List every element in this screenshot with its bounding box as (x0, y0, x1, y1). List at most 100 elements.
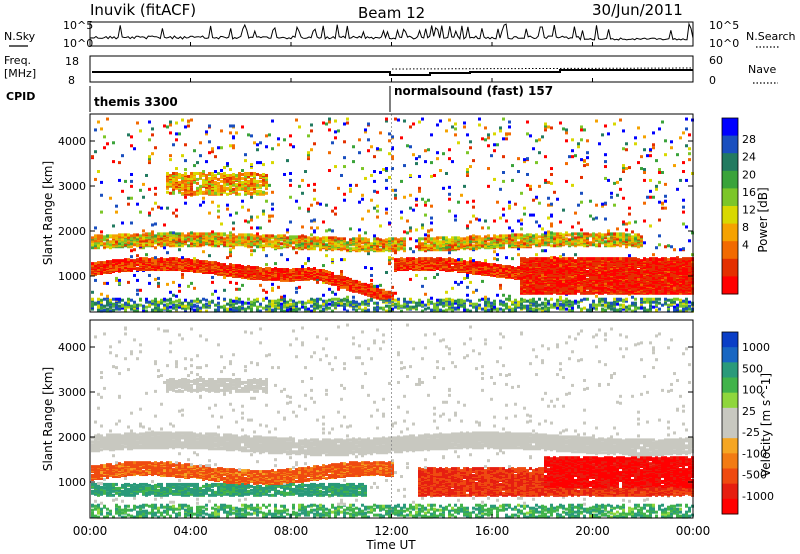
power-cell (514, 267, 517, 271)
power-cell (511, 257, 514, 261)
power-cell (541, 290, 544, 294)
power-cell (268, 133, 271, 137)
power-cell (151, 133, 154, 137)
power-cell (139, 234, 142, 238)
power-cell (253, 182, 256, 186)
power-cell (130, 298, 133, 302)
power-cell (529, 307, 532, 311)
power-cell (508, 305, 511, 309)
power-cell (403, 164, 406, 168)
power-cell (223, 171, 226, 175)
power-cell (172, 293, 175, 297)
power-cell (307, 183, 310, 187)
power-cell (253, 188, 256, 192)
power-cell (376, 209, 379, 213)
power-cell (196, 188, 199, 192)
power-cell (466, 261, 469, 265)
power-cell (121, 306, 124, 310)
power-cell (397, 302, 400, 306)
power-cell (388, 256, 391, 260)
power-cell (484, 237, 487, 241)
power-cell (235, 301, 238, 305)
power-cell (271, 302, 274, 306)
power-cell (199, 171, 202, 175)
power-cell (169, 309, 172, 313)
power-cell (217, 308, 220, 312)
power-cell (115, 306, 118, 310)
power-cell (136, 288, 139, 292)
power-cell (193, 174, 196, 178)
power-cell (106, 260, 109, 264)
power-cell (220, 172, 223, 176)
power-cell (202, 180, 205, 184)
power-cell (100, 210, 103, 214)
power-cell (295, 307, 298, 311)
power-cell (196, 297, 199, 301)
power-cell (526, 120, 529, 124)
power-cell (487, 242, 490, 246)
power-cell (463, 308, 466, 312)
power-cell (454, 299, 457, 303)
power-cell (526, 304, 529, 308)
power-cell (397, 306, 400, 310)
power-cell (190, 187, 193, 191)
power-cell (214, 261, 217, 265)
power-cell (193, 232, 196, 236)
power-cell (493, 307, 496, 311)
power-cell (196, 171, 199, 175)
power-cell (418, 174, 421, 178)
power-cell (334, 241, 337, 245)
power-cell (388, 239, 391, 243)
power-cell (499, 241, 502, 245)
power-cell (154, 264, 157, 268)
power-cell (391, 257, 394, 261)
power-cell (502, 308, 505, 312)
power-cell (259, 274, 262, 278)
power-cell (382, 288, 385, 292)
power-cell (511, 229, 514, 233)
power-cell (307, 299, 310, 303)
power-cell (124, 233, 127, 237)
power-cell (325, 203, 328, 207)
power-cell (538, 239, 541, 243)
power-cell (172, 189, 175, 193)
power-cell (514, 298, 517, 302)
power-cell (379, 283, 382, 287)
power-cell (520, 191, 523, 195)
power-cell (319, 309, 322, 313)
power-cell (259, 267, 262, 271)
power-cell (175, 236, 178, 240)
power-cell (538, 138, 541, 142)
power-cell (478, 123, 481, 127)
power-cell (418, 244, 421, 248)
power-cell (511, 266, 514, 270)
power-cell (187, 238, 190, 242)
power-cell (541, 249, 544, 253)
power-cell (535, 307, 538, 311)
power-cell (292, 246, 295, 250)
power-cell (118, 299, 121, 303)
power-cell (262, 190, 265, 194)
power-cell (160, 260, 163, 264)
power-cell (499, 129, 502, 133)
power-cell (424, 237, 427, 241)
power-cell (148, 161, 151, 165)
freq-tick-bottom: 8 (68, 74, 75, 87)
power-cell (475, 238, 478, 242)
power-cell (520, 245, 523, 249)
power-cell (193, 303, 196, 307)
power-cell (259, 302, 262, 306)
power-cell (376, 305, 379, 309)
power-cell (184, 258, 187, 262)
power-cell (484, 219, 487, 223)
power-cell (166, 238, 169, 242)
power-cell (196, 177, 199, 181)
power-cell (418, 155, 421, 159)
power-cell (406, 266, 409, 270)
power-cell (535, 300, 538, 304)
power-cell (247, 301, 250, 305)
power-cell (175, 174, 178, 178)
power-cell (424, 160, 427, 164)
power-cell (322, 236, 325, 240)
power-cell (391, 248, 394, 252)
